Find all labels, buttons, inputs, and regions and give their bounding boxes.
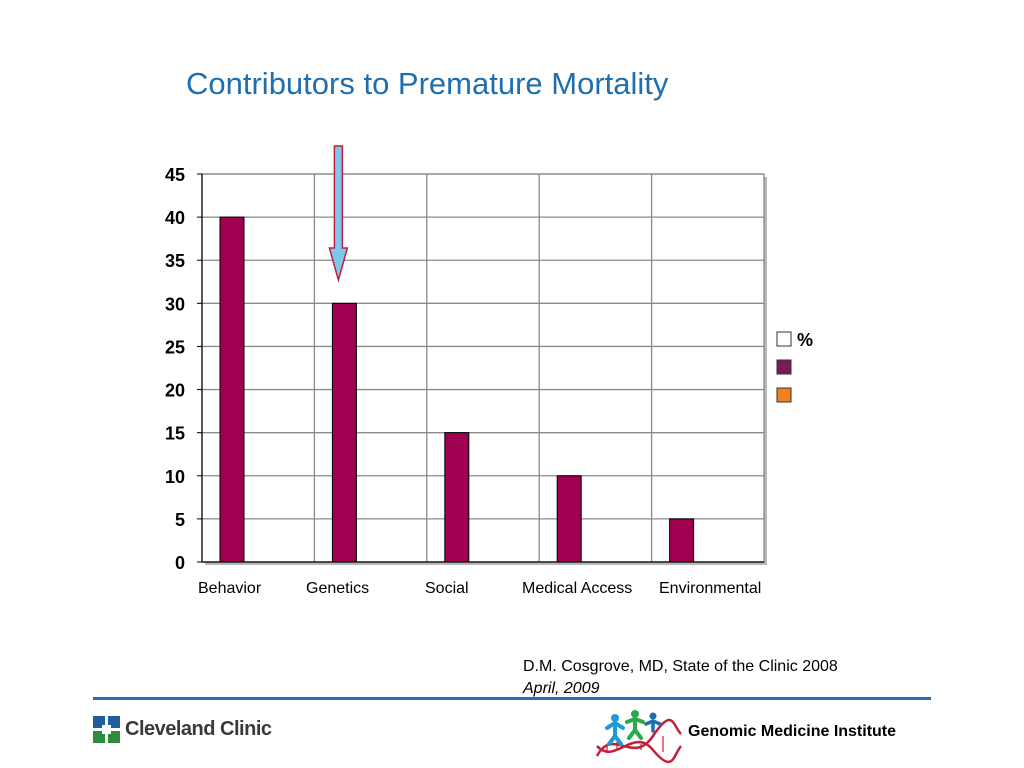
institute-name: Genomic Medicine Institute [688, 723, 897, 740]
cleveland-clinic-name: Cleveland Clinic [125, 718, 272, 740]
cleveland-clinic-cross-icon [93, 716, 120, 743]
legend-swatch [776, 331, 792, 347]
citation: D.M. Cosgrove, MD, State of the Clinic 2… [523, 656, 838, 700]
annotation-arrow [328, 145, 349, 283]
y-tick-label: 0 [175, 553, 185, 573]
y-tick-label: 25 [165, 337, 185, 357]
citation-source: D.M. Cosgrove, MD, State of the Clinic 2… [523, 658, 838, 675]
slide-title: Contributors to Premature Mortality [186, 66, 669, 101]
x-tick-label: Social [425, 580, 469, 597]
y-tick-label: 10 [165, 467, 185, 487]
legend-swatch [776, 359, 792, 375]
footer-divider [93, 697, 931, 700]
cleveland-clinic-logo: Cleveland Clinic [93, 716, 272, 743]
plot-area [202, 174, 764, 562]
y-tick-label: 15 [165, 424, 185, 444]
y-tick-label: 5 [175, 510, 185, 530]
legend-swatch [776, 387, 792, 403]
x-tick-label: Environmental [659, 580, 762, 597]
bar-behavior [219, 216, 245, 563]
y-tick-label: 35 [165, 251, 185, 271]
bar-medical-access [556, 475, 582, 563]
x-tick-label: Behavior [198, 580, 262, 597]
y-tick-label: 20 [165, 381, 185, 401]
x-tick-label: Medical Access [522, 580, 633, 597]
x-tick-label: Genetics [306, 580, 370, 597]
y-tick-label: 30 [165, 294, 185, 314]
bar-environmental [669, 518, 695, 563]
citation-date: April, 2009 [523, 680, 600, 697]
y-tick-label: 40 [165, 208, 185, 228]
bar-social [444, 432, 470, 563]
y-tick-label: 45 [165, 165, 185, 185]
bar-genetics [331, 302, 357, 563]
legend-label: % [797, 330, 813, 350]
genomic-medicine-dna-icon [595, 710, 683, 764]
bar-chart: 0 5 10 15 20 25 30 35 40 45% [165, 145, 813, 573]
